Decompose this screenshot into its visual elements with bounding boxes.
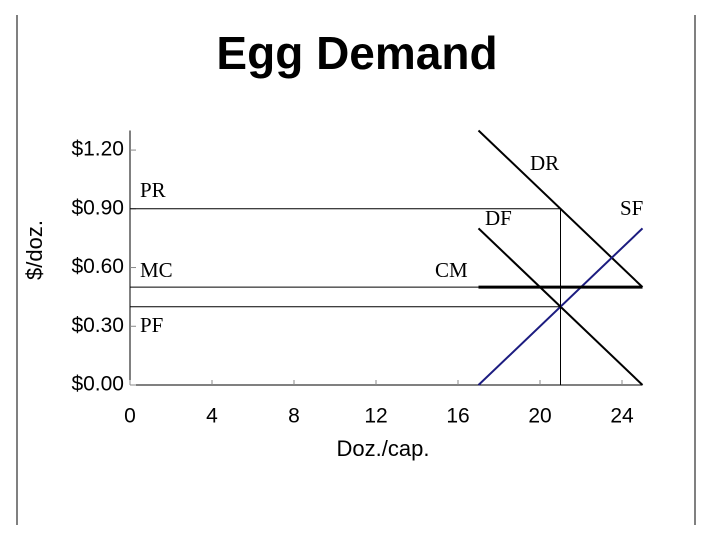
curve-label: SF	[620, 196, 643, 220]
curve-label: PR	[140, 178, 166, 202]
x-tick-label: 4	[206, 405, 218, 428]
x-axis-label: Doz./cap.	[337, 436, 430, 461]
x-tick-label: 16	[446, 405, 469, 428]
y-tick-label: $0.30	[71, 314, 124, 337]
y-tick-label: $1.20	[71, 138, 124, 161]
curve-label: DR	[530, 151, 559, 175]
curve-label: DF	[485, 206, 512, 230]
x-tick-label: 0	[124, 405, 136, 428]
x-tick-label: 8	[288, 405, 300, 428]
chart-title: Egg Demand	[216, 27, 497, 79]
y-tick-label: $0.90	[71, 196, 124, 219]
y-tick-label: $0.60	[71, 255, 124, 278]
x-tick-label: 24	[610, 405, 634, 428]
x-tick-label: 12	[364, 405, 387, 428]
x-tick-label: 20	[528, 405, 551, 428]
curve-label: CM	[435, 258, 468, 282]
curve-label: PF	[140, 313, 163, 337]
y-tick-label: $0.00	[71, 373, 124, 396]
y-axis-label: $/doz.	[22, 220, 47, 280]
curve-label: MC	[140, 258, 173, 282]
